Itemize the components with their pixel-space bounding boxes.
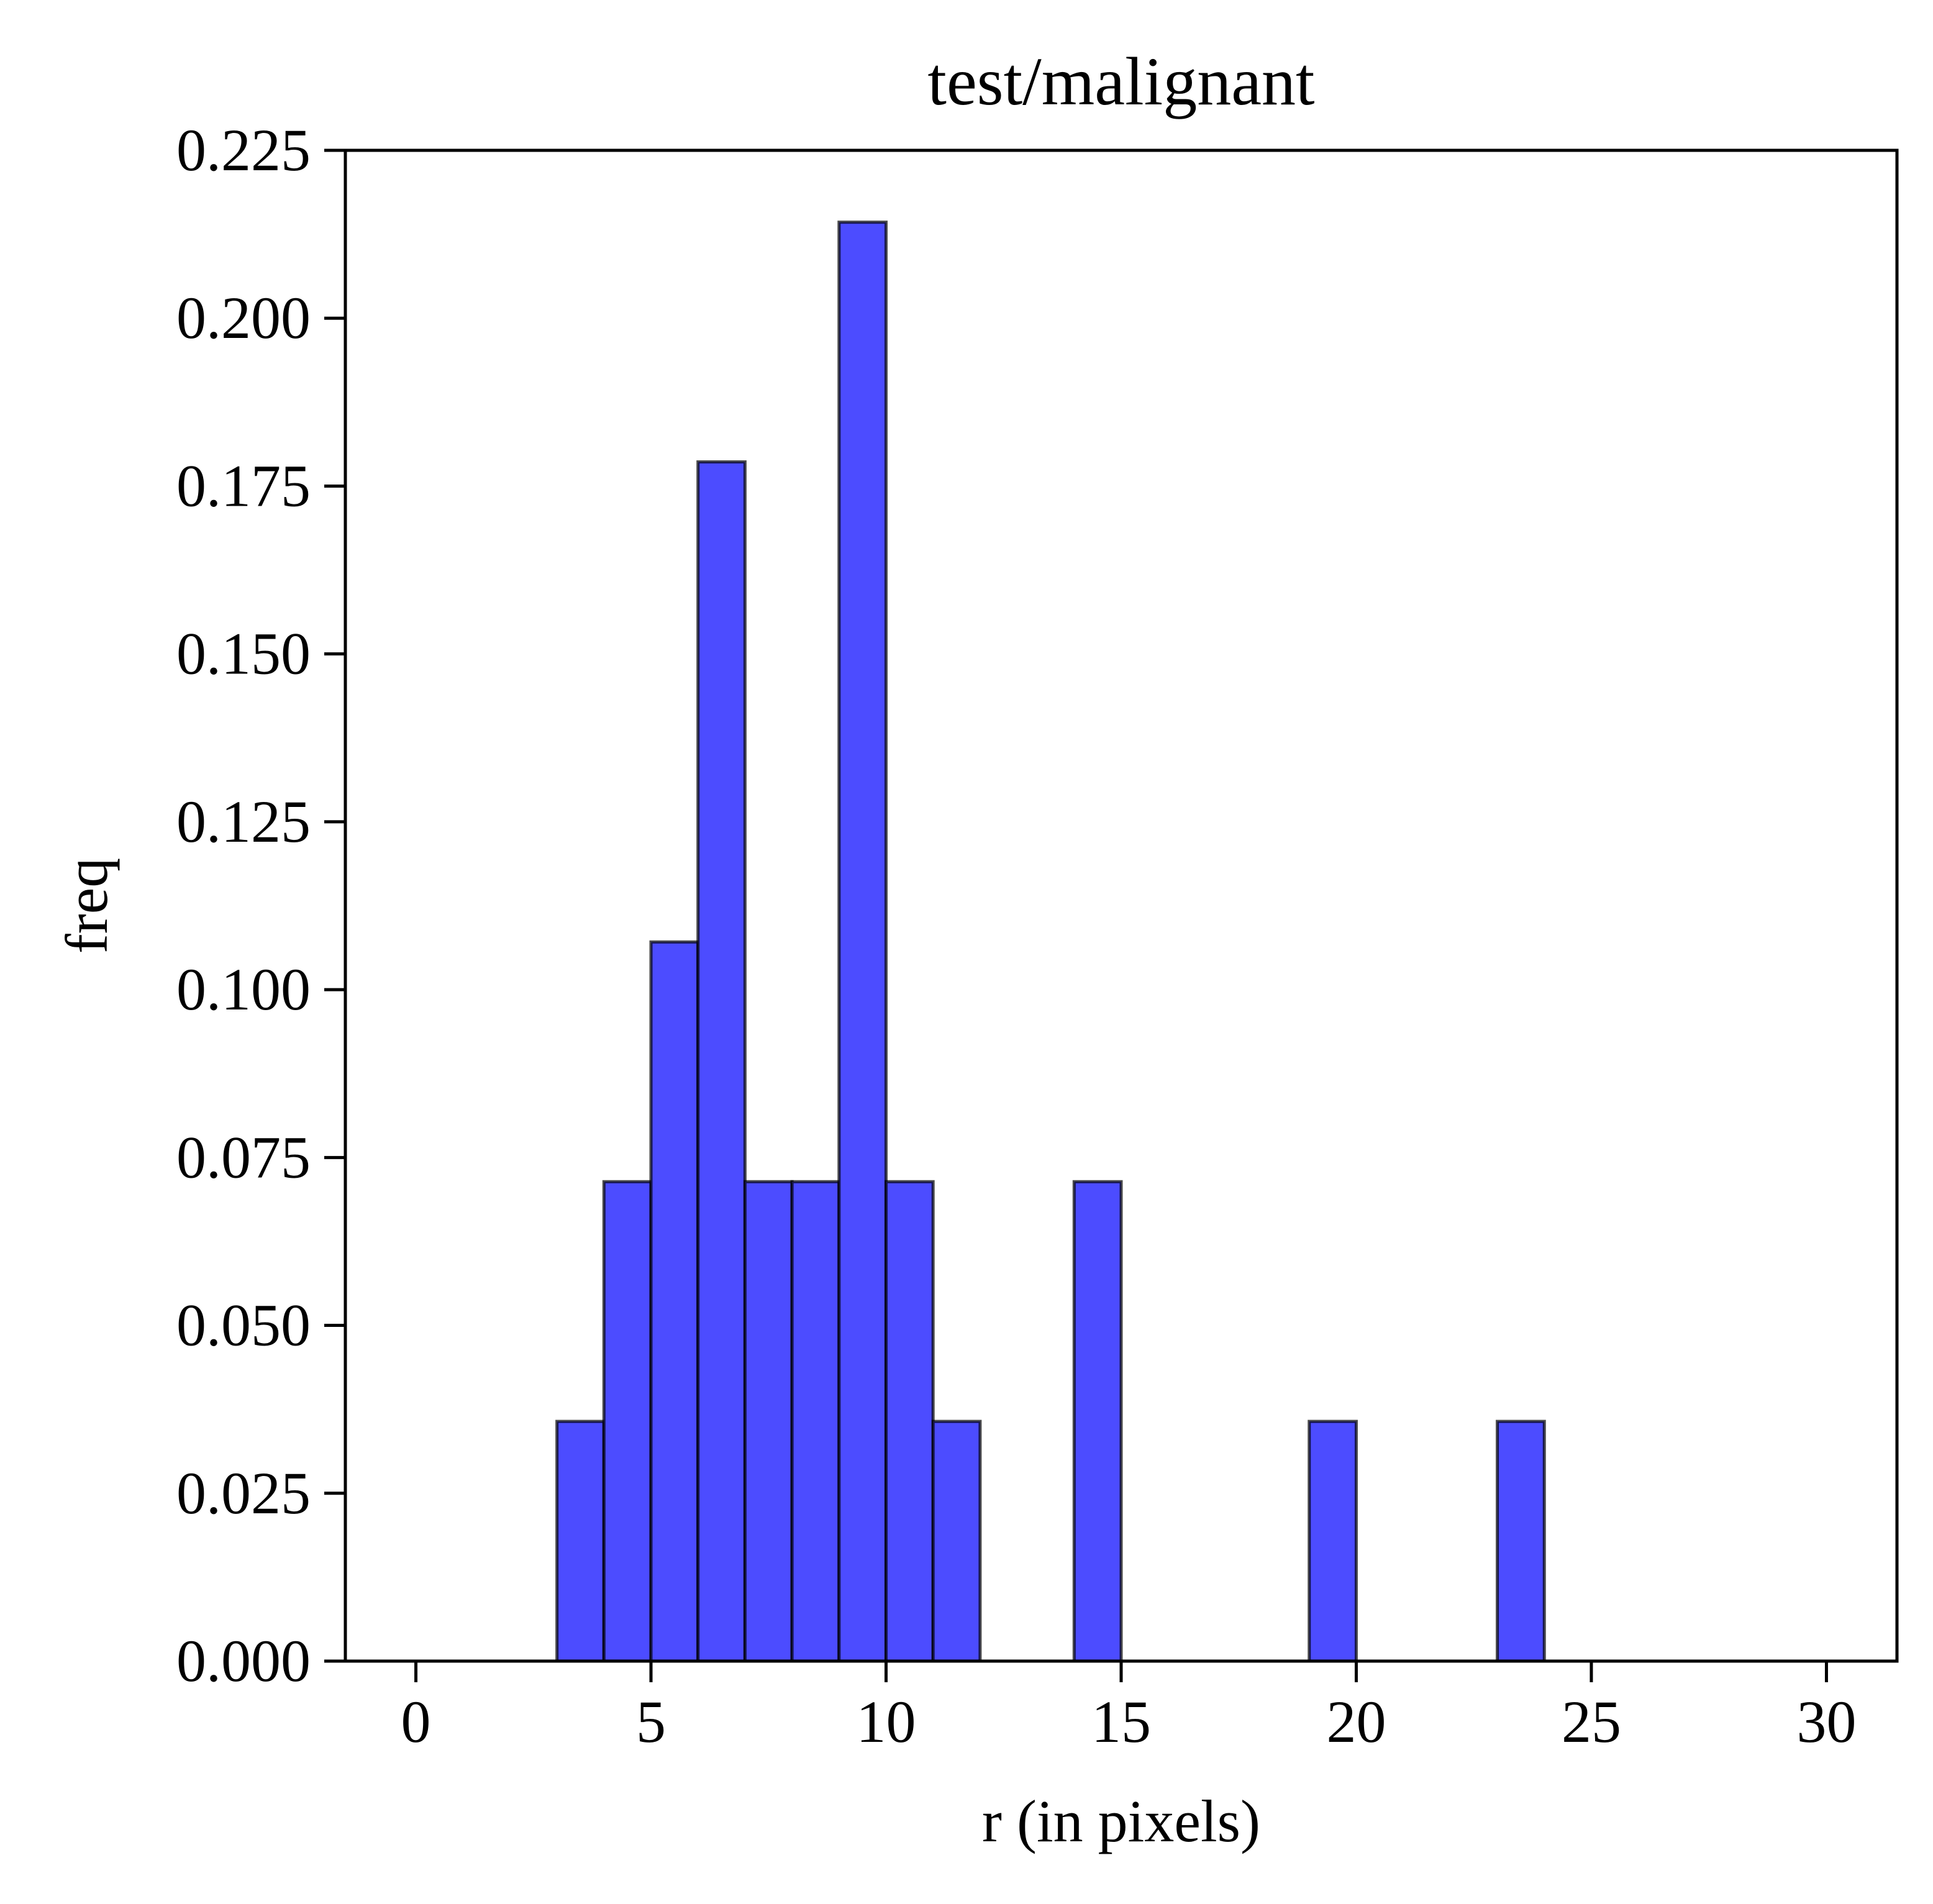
histogram-bar: [1072, 1180, 1123, 1663]
y-tick-label: 0.000: [176, 1628, 311, 1694]
y-ticks-group: 0.000 0.025 0.050 0.075 0.100 0.125 0.150 0.175…: [176, 117, 345, 1694]
y-tick-label: 0.050: [176, 1292, 311, 1359]
y-tick-label: 0.200: [176, 285, 311, 351]
histogram-bar: [602, 1180, 653, 1663]
x-tick-label: 10: [857, 1688, 916, 1755]
y-tick-label: 0.175: [176, 452, 311, 519]
x-tick-label: 20: [1326, 1688, 1386, 1755]
x-tick-label: 5: [636, 1688, 666, 1755]
plot-frame: [343, 148, 1899, 1663]
histogram-bar: [1496, 1419, 1546, 1663]
y-tick-label: 0.225: [176, 117, 311, 183]
histogram-bar: [555, 1419, 606, 1663]
y-tick-label: 0.150: [176, 621, 311, 687]
histogram-bar: [931, 1419, 982, 1663]
histogram-bar: [743, 1180, 794, 1663]
histogram-bar: [885, 1180, 935, 1663]
y-tick-label: 0.100: [176, 956, 311, 1023]
y-tick-label: 0.075: [176, 1124, 311, 1190]
chart-title: test/malignant: [927, 43, 1314, 119]
y-axis-title: freq: [53, 858, 120, 954]
histogram-bar: [790, 1180, 841, 1663]
y-tick-label: 0.125: [176, 788, 311, 855]
histogram-bar: [1308, 1419, 1358, 1663]
x-tick-label: 15: [1091, 1688, 1151, 1755]
bars-group: [555, 221, 1546, 1663]
histogram-bar: [649, 940, 700, 1663]
x-tick-label: 0: [401, 1688, 431, 1755]
histogram-bar: [837, 221, 888, 1663]
x-axis-title: r (in pixels): [982, 1788, 1260, 1854]
x-tick-label: 30: [1796, 1688, 1856, 1755]
x-ticks-group: 0 5 10 15 20 25 30: [401, 1661, 1856, 1755]
histogram-bar: [696, 460, 747, 1663]
y-tick-label: 0.025: [176, 1460, 311, 1526]
x-tick-label: 25: [1562, 1688, 1621, 1755]
